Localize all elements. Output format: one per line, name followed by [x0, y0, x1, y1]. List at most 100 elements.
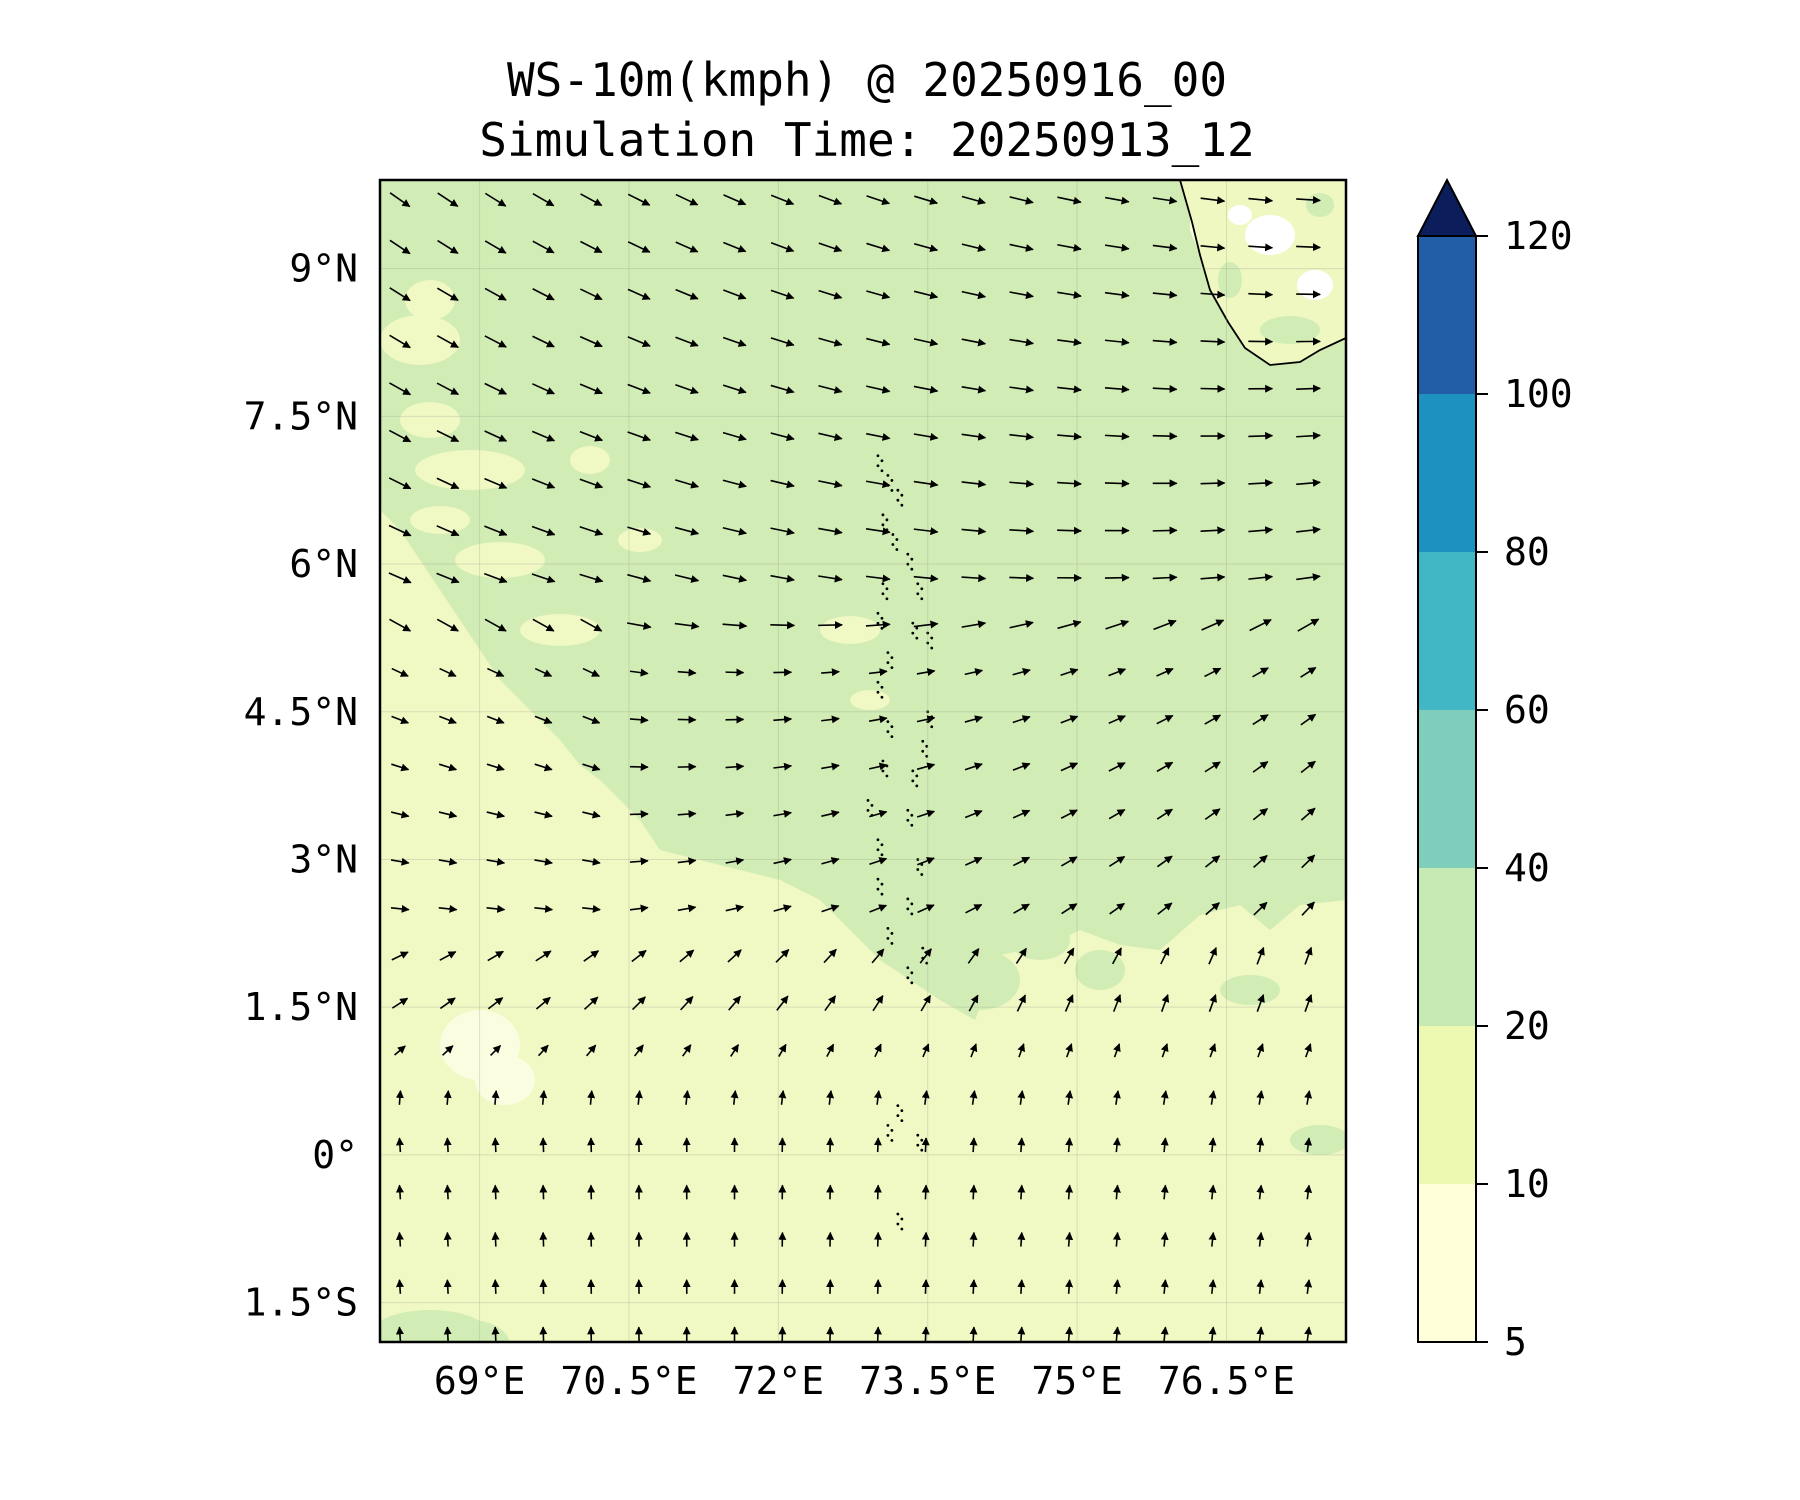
island-dot: [880, 695, 884, 699]
wind-arrow: [961, 195, 986, 205]
wind-arrow: [1104, 338, 1130, 346]
wind-arrow: [682, 1044, 692, 1057]
wind-arrow: [821, 857, 840, 865]
island-dot: [900, 1227, 904, 1231]
wind-arrow: [969, 1279, 978, 1294]
wind-arrow: [582, 715, 601, 725]
wind-arrow: [579, 288, 603, 301]
wind-arrow: [484, 525, 508, 537]
wind-arrow: [439, 667, 457, 677]
wind-arrow: [390, 810, 410, 819]
wind-arrow: [443, 1279, 452, 1294]
wind-arrow: [1253, 854, 1268, 868]
wind-arrow: [532, 192, 555, 207]
wind-arrow: [391, 667, 409, 677]
wind-arrow: [391, 951, 409, 961]
wind-arrow: [818, 480, 843, 489]
wind-arrow: [961, 479, 987, 488]
wind-arrow: [443, 1184, 452, 1200]
wind-arrow: [631, 996, 646, 1011]
wind-arrow: [391, 715, 410, 725]
y-axis: 9°N 7.5°N 6°N 4.5°N 3°N 1.5°N 0° 1.5°S: [244, 247, 358, 1325]
island-dot: [886, 661, 890, 665]
wind-arrow: [439, 951, 457, 961]
island-dot: [880, 459, 884, 463]
island-dot: [881, 769, 885, 773]
y-tick-label: 3°N: [289, 837, 358, 881]
wind-arrow: [1160, 1231, 1169, 1247]
wind-arrow: [436, 287, 459, 302]
wind-arrow: [818, 527, 843, 536]
wind-arrow: [1156, 761, 1174, 773]
wind-arrow: [917, 904, 935, 914]
wind-arrow: [921, 1231, 930, 1247]
wind-arrow: [1108, 667, 1127, 677]
wind-arrow: [675, 336, 699, 347]
wind-arrow: [913, 620, 939, 629]
wind-arrow: [389, 334, 411, 349]
island-dot: [906, 808, 910, 812]
wind-arrow: [391, 997, 409, 1009]
field-20-40: [380, 180, 1346, 1020]
wind-arrow: [395, 1184, 404, 1200]
wind-arrow: [773, 857, 792, 865]
land-white-patches: [1228, 205, 1333, 300]
wind-arrow: [629, 715, 649, 724]
wind-arrow: [921, 1279, 930, 1294]
wind-arrow: [723, 289, 747, 300]
y-tick-label: 1.5°S: [244, 1281, 358, 1325]
wind-arrow: [913, 574, 939, 583]
wind-arrow: [723, 241, 747, 253]
wind-arrow: [916, 715, 936, 724]
wind-arrow: [484, 382, 508, 395]
wind-arrow: [1009, 385, 1035, 394]
wind-arrow: [627, 336, 651, 348]
wind-arrow: [534, 857, 553, 866]
island-dot: [911, 779, 915, 783]
wind-arrow: [436, 618, 459, 632]
wind-arrow: [486, 857, 506, 866]
wind-arrow: [1208, 1090, 1217, 1105]
wind-arrow: [723, 194, 747, 206]
wind-arrow: [1304, 1326, 1313, 1342]
wind-arrow: [1104, 196, 1130, 205]
wind-arrow: [1104, 479, 1130, 488]
island-dot: [930, 636, 934, 640]
wind-arrow: [1249, 618, 1272, 632]
island-dot: [885, 528, 889, 532]
wind-arrow: [532, 240, 555, 254]
wind-arrow: [818, 432, 843, 442]
island-dot: [921, 739, 925, 743]
colorbar-bin: [1418, 236, 1476, 394]
wind-arrow: [1252, 761, 1269, 773]
island-dot: [900, 1119, 904, 1123]
wind-arrow: [1296, 526, 1321, 535]
wind-arrow: [1248, 573, 1274, 582]
island-dot: [891, 543, 895, 546]
wind-arrow: [1208, 1279, 1217, 1294]
wind-arrow: [1252, 714, 1269, 726]
wind-arrow: [487, 997, 504, 1010]
wind-arrow: [770, 621, 796, 630]
wind-arrow: [1112, 1184, 1121, 1200]
colorbar-tick-label: 10: [1504, 1162, 1550, 1206]
wind-arrow: [484, 287, 507, 301]
wind-arrow: [1200, 479, 1226, 488]
island-dot: [915, 784, 919, 788]
wind-arrow: [1304, 1043, 1312, 1058]
wind-arrow: [1065, 1137, 1074, 1153]
wind-arrow: [1256, 1137, 1265, 1153]
wind-arrow: [821, 715, 840, 724]
wind-arrow: [1248, 243, 1274, 252]
wind-arrow: [865, 574, 891, 583]
wind-arrow: [627, 478, 652, 489]
wind-arrow: [725, 857, 745, 866]
wind-arrow: [629, 857, 649, 866]
wind-arrow: [1160, 1090, 1169, 1105]
wind-arrow: [489, 1045, 502, 1057]
island-dot: [900, 493, 904, 497]
wind-arrow: [491, 1184, 500, 1200]
wind-arrow: [395, 1326, 404, 1342]
wind-arrow: [1060, 809, 1078, 819]
